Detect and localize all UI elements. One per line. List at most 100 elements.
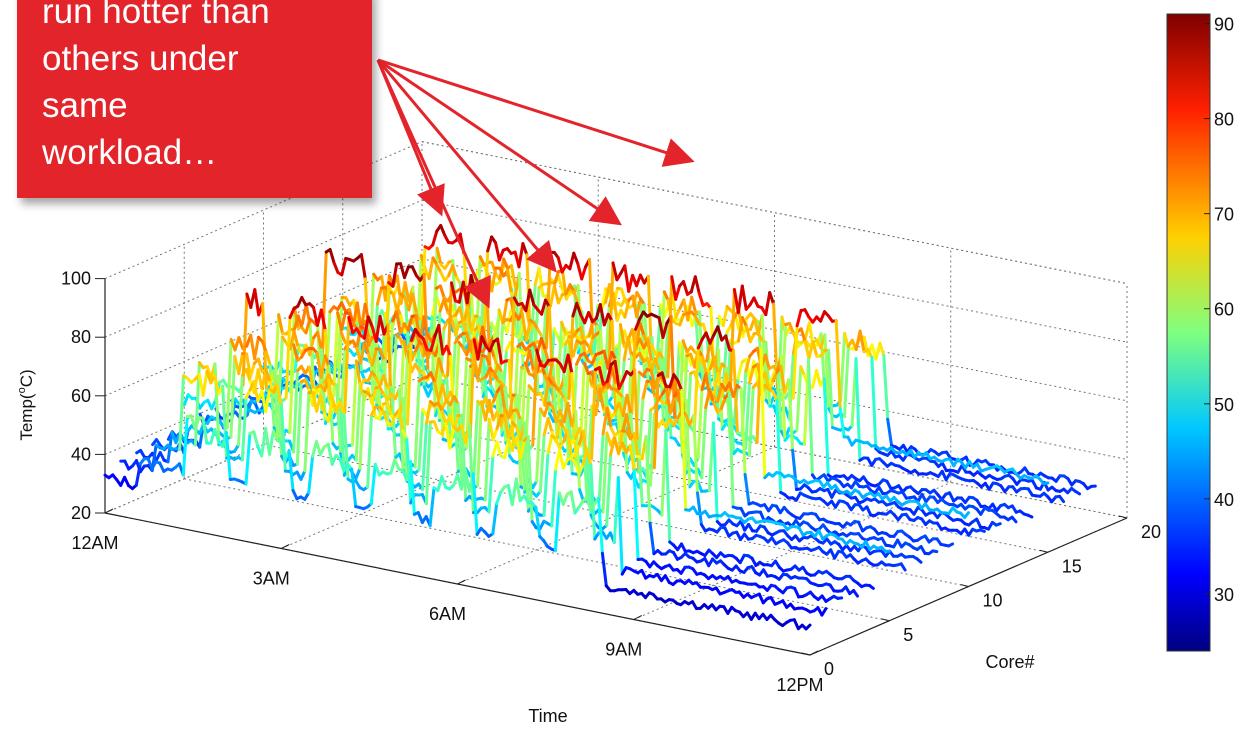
series-segment bbox=[692, 414, 699, 495]
series-segment bbox=[487, 417, 495, 442]
series-segment bbox=[572, 290, 580, 305]
annotation-callout: run hotter than others under same worklo… bbox=[17, 0, 372, 198]
series-layer bbox=[103, 224, 1097, 631]
series-segment bbox=[1026, 513, 1034, 519]
series-segment bbox=[178, 374, 185, 451]
series-segment bbox=[854, 357, 862, 462]
series-segment bbox=[886, 417, 894, 448]
series-segment bbox=[308, 336, 316, 357]
series-segment bbox=[744, 354, 752, 373]
series-segment bbox=[327, 373, 335, 386]
series-segment bbox=[613, 359, 621, 391]
y-tick-label: 15 bbox=[1062, 556, 1082, 576]
series-segment bbox=[362, 315, 370, 340]
series-segment bbox=[839, 331, 847, 402]
series-segment bbox=[535, 407, 542, 483]
series-segment bbox=[515, 408, 523, 422]
series-segment bbox=[359, 341, 367, 365]
series-segment bbox=[433, 357, 441, 383]
series-segment bbox=[240, 396, 248, 462]
y-tick bbox=[881, 618, 890, 622]
series-segment bbox=[330, 453, 338, 466]
series-segment bbox=[221, 384, 229, 460]
series-segment bbox=[575, 301, 583, 317]
series-segment bbox=[561, 492, 569, 506]
series-segment bbox=[823, 333, 831, 411]
series-segment bbox=[256, 357, 264, 374]
series-segment bbox=[288, 307, 296, 320]
series-segment bbox=[381, 409, 389, 424]
series-segment bbox=[316, 330, 323, 352]
series-segment bbox=[577, 462, 585, 476]
series-segment bbox=[378, 315, 386, 336]
series-segment bbox=[450, 281, 457, 303]
label-layer: Time Core# Temp(oC) bbox=[16, 369, 1035, 726]
series-segment bbox=[422, 344, 429, 359]
series-segment bbox=[815, 369, 822, 387]
series-segment bbox=[510, 264, 517, 290]
colorbar-tick-label: 40 bbox=[1214, 490, 1234, 510]
series-segment bbox=[610, 367, 618, 384]
series-segment bbox=[560, 320, 568, 336]
series-segment bbox=[870, 355, 878, 451]
annotation-arrows bbox=[376, 58, 695, 309]
series-segment bbox=[625, 413, 633, 438]
series-segment bbox=[279, 403, 287, 473]
series-core-0 bbox=[103, 414, 812, 631]
colorbar-tick-label: 30 bbox=[1214, 585, 1234, 605]
series-segment bbox=[476, 335, 484, 361]
series-segment bbox=[421, 421, 428, 492]
series-segment bbox=[649, 380, 657, 398]
series-segment bbox=[727, 390, 735, 509]
series-segment bbox=[340, 256, 348, 277]
series-segment bbox=[554, 419, 562, 443]
series-segment bbox=[367, 335, 375, 347]
series-segment bbox=[123, 475, 130, 487]
series-segment bbox=[354, 381, 362, 462]
series-segment bbox=[752, 296, 760, 308]
series-segment bbox=[729, 288, 736, 389]
series-segment bbox=[568, 251, 576, 271]
series-segment bbox=[811, 340, 819, 358]
series-segment bbox=[369, 462, 377, 506]
series-segment bbox=[370, 347, 378, 367]
series-segment bbox=[505, 269, 513, 295]
series-segment bbox=[517, 242, 525, 269]
x-axis-label: Time bbox=[528, 706, 567, 726]
x-tick-label: 12AM bbox=[71, 533, 118, 553]
series-segment bbox=[268, 363, 276, 430]
series-segment bbox=[681, 339, 689, 354]
series-segment bbox=[534, 505, 542, 539]
series-segment bbox=[737, 316, 744, 343]
series-segment bbox=[605, 362, 613, 383]
series-segment bbox=[771, 370, 779, 383]
series-segment bbox=[253, 335, 260, 360]
series-segment bbox=[546, 416, 554, 434]
series-segment bbox=[775, 398, 783, 494]
series-segment bbox=[827, 349, 834, 429]
series-segment bbox=[597, 432, 605, 502]
series-segment bbox=[431, 229, 439, 247]
series-segment bbox=[466, 305, 473, 333]
series-segment bbox=[366, 315, 374, 329]
series-segment bbox=[304, 317, 312, 335]
series-segment bbox=[523, 421, 530, 513]
series-segment bbox=[564, 288, 572, 301]
series-segment bbox=[264, 388, 272, 414]
series-segment bbox=[401, 396, 409, 483]
series-segment bbox=[638, 321, 646, 338]
series-segment bbox=[338, 400, 346, 417]
series-segment bbox=[340, 301, 348, 313]
series-segment bbox=[514, 477, 522, 503]
series-segment bbox=[550, 467, 558, 528]
series-segment bbox=[406, 314, 414, 332]
series-segment bbox=[716, 382, 724, 403]
series-segment bbox=[342, 413, 350, 481]
series-segment bbox=[524, 318, 532, 342]
series-segment bbox=[779, 364, 787, 395]
series-segment bbox=[469, 314, 477, 333]
series-segment bbox=[292, 369, 299, 454]
series-segment bbox=[406, 339, 413, 426]
callout-line: workload… bbox=[42, 133, 218, 172]
series-segment bbox=[523, 361, 531, 376]
